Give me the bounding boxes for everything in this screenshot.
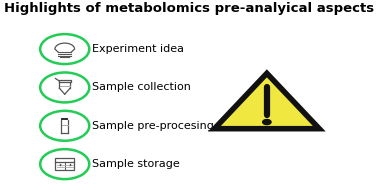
Polygon shape [214,73,319,129]
Text: Highlights of metabolomics pre-analyical aspects: Highlights of metabolomics pre-analyical… [4,2,374,15]
Bar [61,118,68,120]
Circle shape [263,119,271,125]
Text: Sample collection: Sample collection [92,82,191,92]
Text: Experiment idea: Experiment idea [92,44,184,54]
Bar [56,158,74,170]
Text: Sample pre-procesing: Sample pre-procesing [92,121,214,131]
Text: Sample storage: Sample storage [92,159,180,169]
